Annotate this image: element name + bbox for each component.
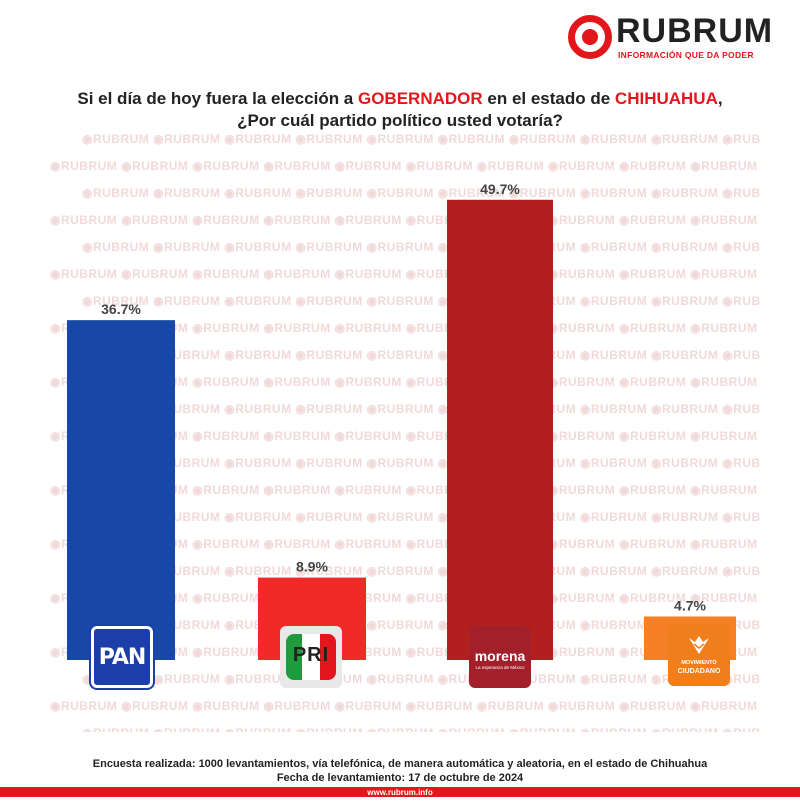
pri-logo: PRI [280, 626, 342, 688]
question-text-c: , [717, 89, 723, 108]
watermark-pattern: ◉RUBRUM ◉RUBRUM ◉RUBRUM ◉RUBRUM ◉RUBRUM … [40, 132, 760, 732]
mc-logo-line-2: CIUDADANO [677, 668, 721, 675]
mc-logo-line-1: MOVIMIENTO [681, 660, 717, 666]
bar-pan [67, 320, 175, 660]
value-label: 49.7% [480, 181, 520, 197]
watermark-row: ◉RUBRUM ◉RUBRUM ◉RUBRUM ◉RUBRUM ◉RUBRUM … [50, 429, 760, 443]
question-text-b: en el estado de [482, 89, 615, 108]
watermark-row: ◉RUBRUM ◉RUBRUM ◉RUBRUM ◉RUBRUM ◉RUBRUM … [50, 699, 760, 713]
watermark-row: ◉RUBRUM ◉RUBRUM ◉RUBRUM ◉RUBRUM ◉RUBRUM … [50, 483, 760, 497]
watermark-row: ◉RUBRUM ◉RUBRUM ◉RUBRUM ◉RUBRUM ◉RUBRUM … [82, 618, 760, 632]
pri-logo-text: PRI [292, 644, 330, 666]
question-highlight-office: GOBERNADOR [357, 89, 483, 108]
fieldwork-date: Fecha de levantamiento: 17 de octubre de… [276, 772, 524, 784]
question-line-1: Si el día de hoy fuera la elección a GOB… [0, 88, 800, 110]
rubrum-logo: RUBRUM INFORMACIÓN QUE DA PODER [568, 12, 778, 62]
value-label: 8.9% [296, 559, 328, 575]
watermark-row: ◉RUBRUM ◉RUBRUM ◉RUBRUM ◉RUBRUM ◉RUBRUM … [82, 132, 760, 146]
methodology-note: Encuesta realizada: 1000 levantamientos,… [92, 758, 708, 770]
question-highlight-state: CHIHUAHUA [614, 89, 718, 108]
rubrum-logo-icon [568, 15, 612, 59]
pri-white-stripe [302, 634, 320, 680]
pan-logo-text: PAN [98, 645, 147, 670]
eagle-icon [689, 636, 709, 654]
watermark-row: ◉RUBRUM ◉RUBRUM ◉RUBRUM ◉RUBRUM ◉RUBRUM … [82, 672, 760, 686]
watermark-row: ◉RUBRUM ◉RUBRUM ◉RUBRUM ◉RUBRUM ◉RUBRUM … [82, 456, 760, 470]
value-label: 36.7% [101, 301, 141, 317]
bar-chart: 36.7% 8.9% 49.7% 4.7% [67, 181, 736, 660]
watermark-row: ◉RUBRUM ◉RUBRUM ◉RUBRUM ◉RUBRUM ◉RUBRUM … [50, 321, 760, 335]
watermark-row: ◉RUBRUM ◉RUBRUM ◉RUBRUM ◉RUBRUM ◉RUBRUM … [50, 267, 760, 281]
movimiento-ciudadano-logo: MOVIMIENTO CIUDADANO [668, 624, 730, 686]
bar-morena [447, 199, 553, 660]
morena-logo-text: morena [474, 648, 526, 664]
morena-logo-slogan: La esperanza de México [475, 665, 525, 670]
question-text-a: Si el día de hoy fuera la elección a [77, 89, 358, 108]
watermark-row: ◉RUBRUM ◉RUBRUM ◉RUBRUM ◉RUBRUM ◉RUBRUM … [82, 348, 760, 362]
brand-name: RUBRUM [616, 12, 774, 50]
value-label: 4.7% [674, 597, 706, 613]
pan-logo: PAN [91, 626, 153, 688]
watermark-row: ◉RUBRUM ◉RUBRUM ◉RUBRUM ◉RUBRUM ◉RUBRUM … [82, 564, 760, 578]
watermark-row: ◉RUBRUM ◉RUBRUM ◉RUBRUM ◉RUBRUM ◉RUBRUM … [82, 294, 760, 308]
pri-green-stripe [286, 634, 302, 680]
pri-red-stripe [320, 634, 336, 680]
question-line-2: ¿Por cuál partido político usted votaría… [237, 111, 563, 130]
watermark-row: ◉RUBRUM ◉RUBRUM ◉RUBRUM ◉RUBRUM ◉RUBRUM … [50, 213, 760, 227]
footer-url[interactable]: www.rubrum.info [367, 788, 433, 797]
morena-logo: morena La esperanza de México [469, 626, 531, 688]
brand-tagline: INFORMACIÓN QUE DA PODER [618, 50, 754, 60]
watermark-row: ◉RUBRUM ◉RUBRUM ◉RUBRUM ◉RUBRUM ◉RUBRUM … [50, 645, 760, 659]
watermark-row: ◉RUBRUM ◉RUBRUM ◉RUBRUM ◉RUBRUM ◉RUBRUM … [50, 375, 760, 389]
watermark-row: ◉RUBRUM ◉RUBRUM ◉RUBRUM ◉RUBRUM ◉RUBRUM … [82, 402, 760, 416]
watermark-row: ◉RUBRUM ◉RUBRUM ◉RUBRUM ◉RUBRUM ◉RUBRUM … [82, 510, 760, 524]
footer-bar [0, 787, 800, 797]
watermark-row: ◉RUBRUM ◉RUBRUM ◉RUBRUM ◉RUBRUM ◉RUBRUM … [82, 726, 760, 732]
chart-title: Si el día de hoy fuera la elección a GOB… [0, 88, 800, 132]
watermark-row: ◉RUBRUM ◉RUBRUM ◉RUBRUM ◉RUBRUM ◉RUBRUM … [50, 159, 760, 173]
watermark-row: ◉RUBRUM ◉RUBRUM ◉RUBRUM ◉RUBRUM ◉RUBRUM … [82, 186, 760, 200]
watermark-row: ◉RUBRUM ◉RUBRUM ◉RUBRUM ◉RUBRUM ◉RUBRUM … [50, 537, 760, 551]
watermark-row: ◉RUBRUM ◉RUBRUM ◉RUBRUM ◉RUBRUM ◉RUBRUM … [50, 591, 760, 605]
watermark-row: ◉RUBRUM ◉RUBRUM ◉RUBRUM ◉RUBRUM ◉RUBRUM … [82, 240, 760, 254]
